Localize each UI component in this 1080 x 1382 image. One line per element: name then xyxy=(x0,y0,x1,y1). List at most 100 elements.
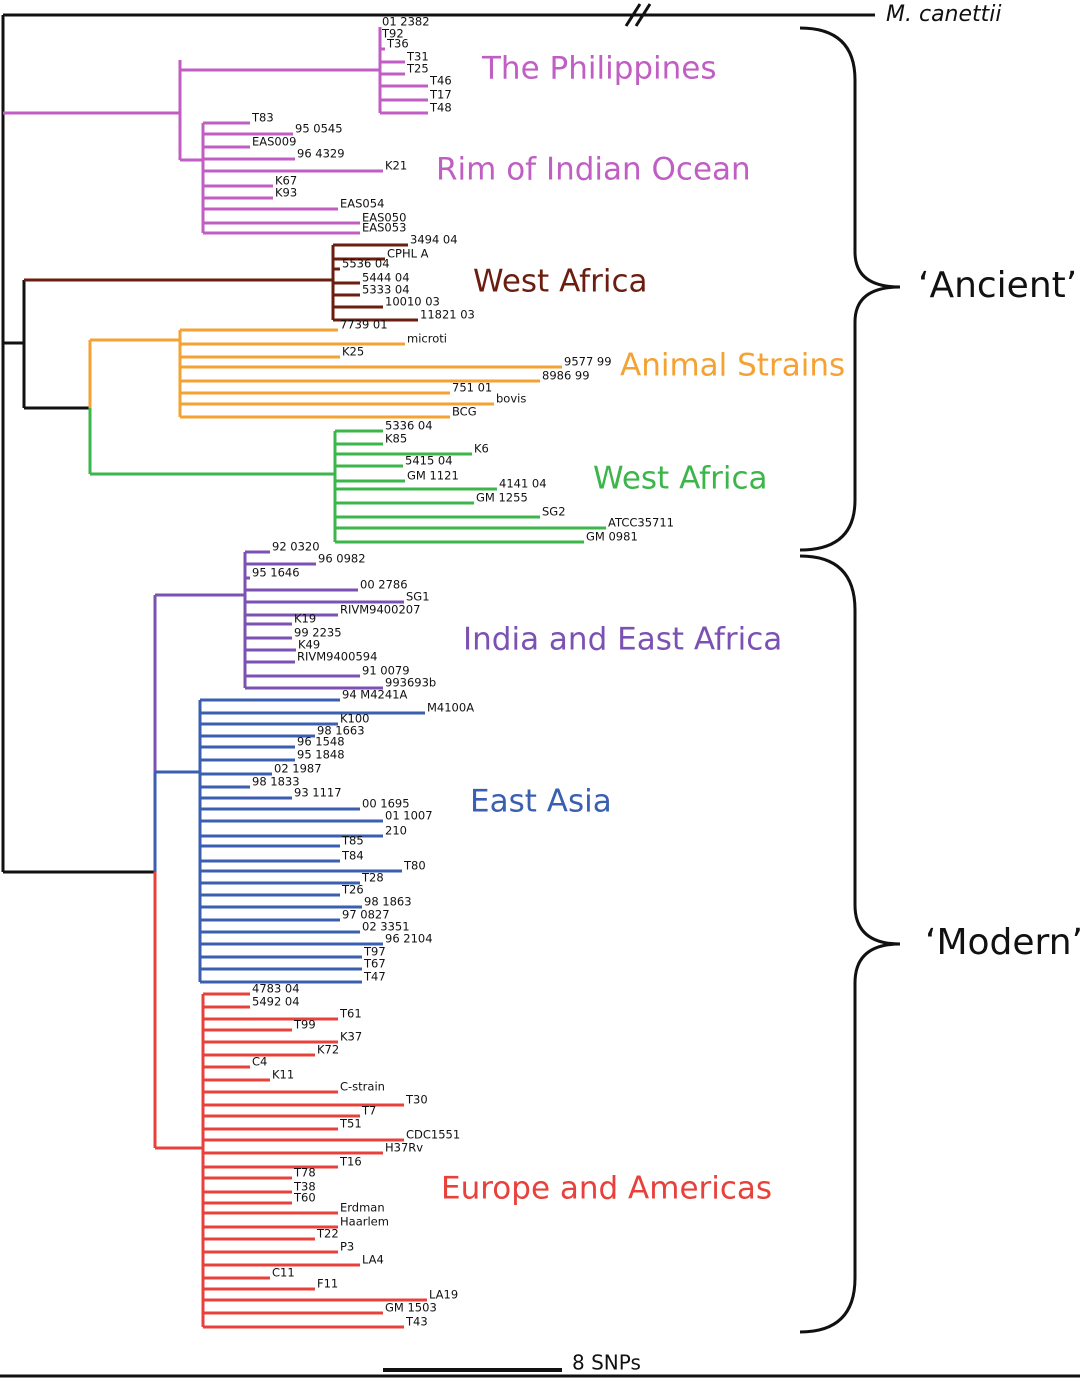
leaf-label: 10010 03 xyxy=(385,295,440,309)
leaf-label: 97 0827 xyxy=(342,908,390,922)
leaf-label: T7 xyxy=(361,1104,376,1118)
leaf-label: K49 xyxy=(298,638,320,652)
leaf-label: 5415 04 xyxy=(405,454,453,468)
leaf-label: CPHL A xyxy=(387,247,429,261)
group-label: India and East Africa xyxy=(463,622,782,658)
clade-label: ‘Ancient’ xyxy=(918,265,1077,306)
leaf-label: bovis xyxy=(496,392,526,406)
leaf-label: K72 xyxy=(317,1043,339,1057)
leaf-label: 01 1007 xyxy=(385,809,433,823)
leaf-label: EAS054 xyxy=(340,197,384,211)
leaf-label: Erdman xyxy=(340,1201,385,1215)
leaf-label: K67 xyxy=(275,174,297,188)
group-label: Animal Strains xyxy=(620,348,845,384)
leaf-label: LA4 xyxy=(362,1253,384,1267)
leaf-label: K85 xyxy=(385,432,407,446)
leaf-label: T92 xyxy=(381,27,404,41)
leaf-label: BCG xyxy=(452,405,477,419)
leaf-label: T22 xyxy=(316,1227,339,1241)
leaf-label: 4141 04 xyxy=(499,477,547,491)
leaf-label: T60 xyxy=(293,1191,316,1205)
leaf-label: T26 xyxy=(341,883,364,897)
leaf-label: 02 1987 xyxy=(274,762,322,776)
leaf-label: P3 xyxy=(340,1240,354,1254)
leaf-label: T85 xyxy=(341,834,364,848)
leaf-label: K25 xyxy=(342,345,364,359)
leaf-label: EAS053 xyxy=(362,221,406,235)
leaf-label: T25 xyxy=(406,62,429,76)
leaf-label: 02 3351 xyxy=(362,920,410,934)
leaf-label: 95 1848 xyxy=(297,748,345,762)
leaf-label: 5492 04 xyxy=(252,995,300,1009)
leaf-label: 5333 04 xyxy=(362,283,410,297)
leaf-label: T80 xyxy=(403,859,426,873)
break-mark xyxy=(624,3,642,27)
leaf-label: F11 xyxy=(317,1277,338,1291)
leaf-label: 7739 01 xyxy=(340,318,388,332)
leaf-label: GM 1121 xyxy=(407,469,459,483)
group-label: East Asia xyxy=(470,784,612,820)
leaf-label: T97 xyxy=(363,945,386,959)
leaf-label: 91 0079 xyxy=(362,664,410,678)
leaf-label: 5444 04 xyxy=(362,271,410,285)
leaf-label: SG1 xyxy=(406,590,430,604)
leaf-label: T46 xyxy=(429,74,452,88)
leaf-label: ATCC35711 xyxy=(608,516,674,530)
leaf-label: CDC1551 xyxy=(406,1128,460,1142)
leaf-label: H37Rv xyxy=(385,1141,423,1155)
leaf-label: 94 M4241A xyxy=(342,688,407,702)
leaf-label: T99 xyxy=(293,1018,316,1032)
scale-label: 8 SNPs xyxy=(572,1351,641,1375)
leaf-label: K100 xyxy=(340,712,370,726)
leaf-label: K11 xyxy=(272,1068,294,1082)
leaf-label: 99 2235 xyxy=(294,626,342,640)
leaf-label: 96 2104 xyxy=(385,932,433,946)
leaf-label: K6 xyxy=(474,442,489,456)
leaf-label: Haarlem xyxy=(340,1215,389,1229)
brace xyxy=(799,26,901,552)
leaf-label: T17 xyxy=(429,88,452,102)
leaf-label: 5336 04 xyxy=(385,419,433,433)
leaf-label: 01 2382 xyxy=(382,15,430,29)
leaf-label: 751 01 xyxy=(452,381,492,395)
leaf-label: 95 1646 xyxy=(252,566,300,580)
leaf-label: SG2 xyxy=(542,505,566,519)
leaf-label: microti xyxy=(407,332,447,346)
leaf-label: 96 1548 xyxy=(297,735,345,749)
clade-label: ‘Modern’ xyxy=(925,922,1080,963)
leaf-label: RIVM9400594 xyxy=(297,650,377,664)
leaf-label: T28 xyxy=(361,871,384,885)
leaf-label: T47 xyxy=(363,970,386,984)
leaf-label: 4783 04 xyxy=(252,982,300,996)
leaf-label: 11821 03 xyxy=(420,308,475,322)
leaf-label: 98 1663 xyxy=(317,724,365,738)
brace xyxy=(799,554,901,1334)
break-mark xyxy=(634,3,652,27)
leaf-label: GM 1255 xyxy=(476,491,528,505)
leaf-label: EAS009 xyxy=(252,135,296,149)
leaf-label: M4100A xyxy=(427,701,474,715)
leaf-label: 8986 99 xyxy=(542,369,590,383)
leaf-label: T78 xyxy=(293,1166,316,1180)
leaf-label: T31 xyxy=(406,50,429,64)
leaf-label: T48 xyxy=(429,101,452,115)
leaf-label: 98 1863 xyxy=(364,895,412,909)
leaf-label: K93 xyxy=(275,186,297,200)
leaf-label: 95 0545 xyxy=(295,122,343,136)
leaf-label: GM 1503 xyxy=(385,1301,437,1315)
leaf-label: 00 2786 xyxy=(360,578,408,592)
group-label: Rim of Indian Ocean xyxy=(436,152,751,188)
leaf-label: T43 xyxy=(405,1315,428,1329)
leaf-label: 9577 99 xyxy=(564,355,612,369)
leaf-label: K37 xyxy=(340,1030,362,1044)
leaf-label: T38 xyxy=(293,1180,316,1194)
leaf-label: T84 xyxy=(341,849,364,863)
leaf-label: EAS050 xyxy=(362,211,406,225)
leaf-label: T83 xyxy=(251,111,274,125)
leaf-label: 993693b xyxy=(385,676,436,690)
leaf-label: LA19 xyxy=(429,1288,458,1302)
group-label: West Africa xyxy=(473,264,647,300)
leaf-label: T51 xyxy=(339,1117,362,1131)
